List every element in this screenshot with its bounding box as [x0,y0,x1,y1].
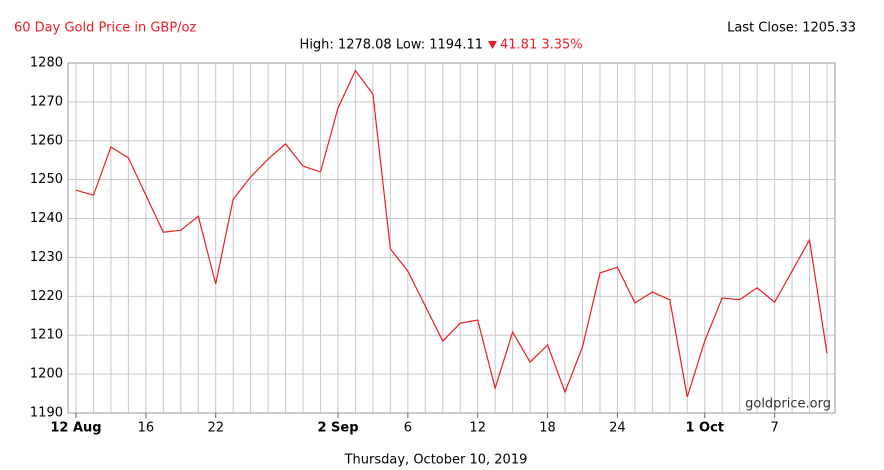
down-arrow [488,41,497,49]
change: 41.81 3.35% [500,38,583,53]
y-tick-label: 1190 [30,406,63,421]
y-tick-label: 1260 [30,133,63,148]
x-tick-label: 16 [138,421,155,436]
x-tick-label: 12 Aug [50,421,101,436]
y-tick-label: 1220 [30,289,63,304]
y-tick-label: 1210 [30,328,63,343]
watermark: goldprice.org [745,397,831,412]
x-tick-label: 2 Sep [317,421,358,436]
x-tick-label: 22 [207,421,224,436]
x-tick-label: 6 [404,421,412,436]
x-tick-label: 18 [539,421,556,436]
y-tick-label: 1230 [30,250,63,265]
x-tick-label: 12 [469,421,486,436]
x-tick-label: 24 [609,421,626,436]
x-axis-label: Thursday, October 10, 2019 [344,453,528,468]
price-line [75,69,828,398]
plot-frame [67,62,836,414]
y-tick-label: 1200 [30,367,63,382]
y-tick-label: 1270 [30,94,63,109]
stats: High: 1278.08 Low: 1194.11 [300,38,483,53]
x-tick-label: 1 Oct [685,421,724,436]
y-tick-label: 1250 [30,172,63,187]
y-tick-label: 1280 [30,56,63,71]
last-close: Last Close: 1205.33 [727,21,856,36]
y-tick-label: 1240 [30,211,63,226]
chart-title: 60 Day Gold Price in GBP/oz [14,21,196,36]
x-tick-label: 7 [770,421,778,436]
